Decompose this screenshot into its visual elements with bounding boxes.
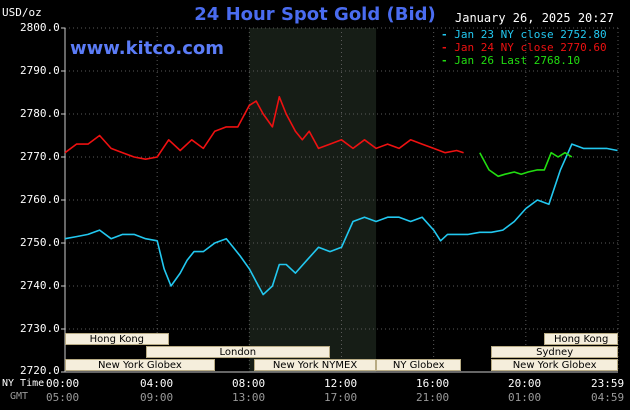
y-tick-label: 2790.0 (20, 64, 60, 77)
x-tick-label-ny: 16:00 (416, 377, 450, 390)
market-session-bar: NY Globex (376, 359, 462, 371)
legend-swatch: - (441, 54, 448, 67)
legend-item-jan23: - Jan 23 NY close 2752.80 (441, 28, 607, 41)
legend-swatch: - (441, 41, 448, 54)
x-tick-label-ny: 08:00 (232, 377, 266, 390)
x-tick-label-ny: 12:00 (324, 377, 358, 390)
y-tick-label: 2720.0 (20, 364, 60, 377)
legend-item-jan24: - Jan 24 NY close 2770.60 (441, 41, 607, 54)
market-session-bar: Hong Kong (544, 333, 618, 345)
market-session-bar: New York Globex (65, 359, 215, 371)
market-session-bar: Sydney (491, 346, 618, 358)
x-tick-label-ny: 00:00 (46, 377, 80, 390)
market-session-bar: New York NYMEX (253, 359, 377, 371)
highlight-band (249, 28, 377, 372)
x-tick-label-gmt: 05:00 (46, 391, 80, 404)
x-tick-label-ny: 20:00 (508, 377, 542, 390)
market-session-bar: London (145, 346, 330, 358)
y-tick-label: 2800.0 (20, 21, 60, 34)
site-url: www.kitco.com (70, 38, 224, 59)
legend-label: Jan 24 NY close 2770.60 (454, 41, 607, 54)
y-tick-label: 2780.0 (20, 107, 60, 120)
legend-swatch: - (441, 28, 448, 41)
x-tick-label-ny: 23:59 (591, 377, 625, 390)
series-line-jan24 (64, 96, 464, 160)
x-tick-label-gmt: 13:00 (232, 391, 266, 404)
y-tick-label: 2760.0 (20, 193, 60, 206)
legend-item-jan26: - Jan 26 Last 2768.10 (441, 54, 580, 67)
x-tick-label-gmt: 09:00 (140, 391, 174, 404)
y-tick-label: 2730.0 (20, 322, 60, 335)
chart-timestamp: January 26, 2025 20:27 (455, 11, 614, 25)
market-session-bar: New York Globex (491, 359, 618, 371)
x-tick-label-gmt: 17:00 (324, 391, 358, 404)
x-tick-label-gmt: 21:00 (416, 391, 450, 404)
legend-label: Jan 26 Last 2768.10 (454, 54, 581, 67)
series-line-jan26 (479, 151, 573, 178)
y-tick-label: 2750.0 (20, 236, 60, 249)
series-line-jan23 (64, 143, 618, 296)
y-tick-label: 2740.0 (20, 279, 60, 292)
x-tick-label-gmt: 04:59 (591, 391, 625, 404)
y-tick-label: 2770.0 (20, 150, 60, 163)
x-tick-label-ny: 04:00 (140, 377, 174, 390)
legend-label: Jan 23 NY close 2752.80 (454, 28, 607, 41)
market-session-bar: Hong Kong (65, 333, 169, 345)
gmt-row-label: GMT (10, 391, 29, 402)
y-axis-unit: USD/oz (2, 6, 42, 19)
x-tick-label-gmt: 01:00 (508, 391, 542, 404)
ny-time-row-label: NY Time (2, 378, 45, 389)
chart-title: 24 Hour Spot Gold (Bid) (194, 4, 436, 25)
